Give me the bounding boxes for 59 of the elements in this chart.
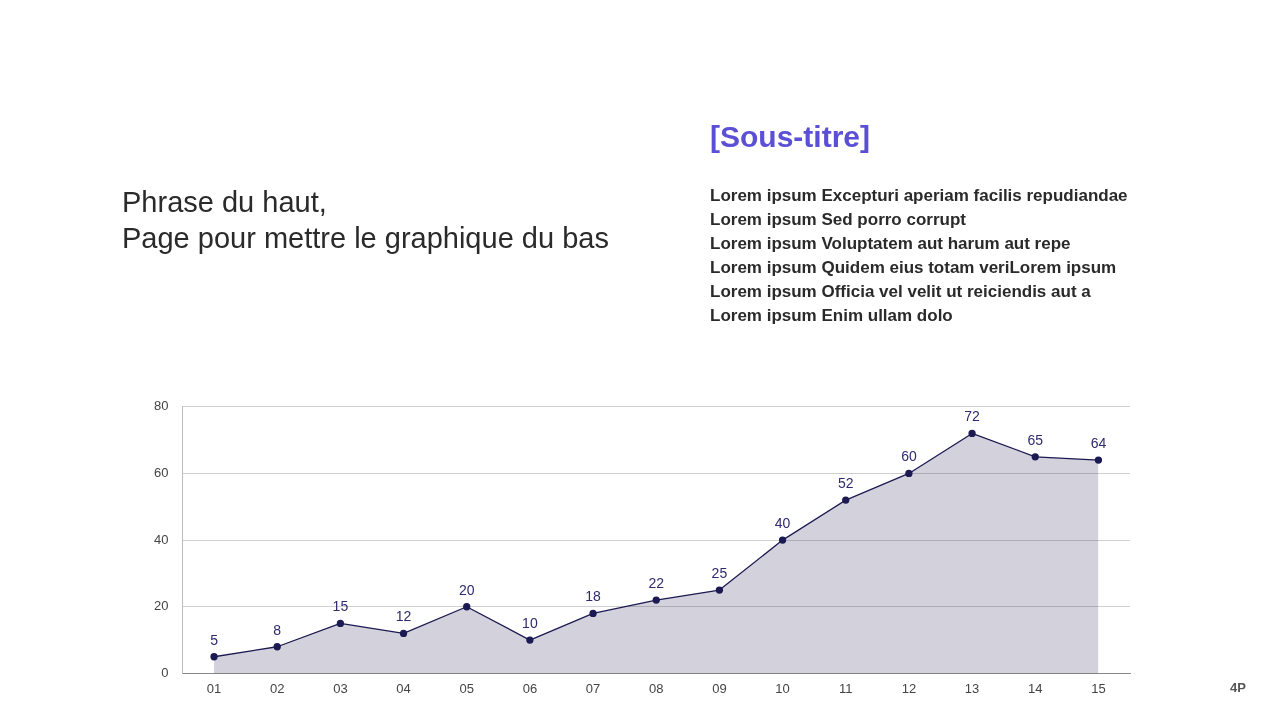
data-label: 22 bbox=[648, 574, 665, 591]
point bbox=[1031, 453, 1039, 461]
x-tick-label: 03 bbox=[333, 680, 348, 696]
text: Lorem ipsum Voluptatem aut harum aut repe bbox=[710, 233, 1072, 255]
x-tick-label: 06 bbox=[522, 680, 538, 696]
data-label: 5 bbox=[210, 631, 219, 648]
x-tick-label: 15 bbox=[1091, 680, 1106, 696]
text: Lorem ipsum Quidem eius totam veriLorem ipsum bbox=[710, 257, 1118, 279]
data-label: 18 bbox=[585, 588, 602, 605]
point bbox=[1094, 456, 1103, 464]
data-label: 15 bbox=[332, 598, 349, 615]
text: Lorem ipsum Sed porro corrupt bbox=[710, 209, 967, 231]
x-tick-label: 05 bbox=[459, 680, 474, 696]
x-tick-label: 07 bbox=[585, 680, 601, 696]
point bbox=[715, 586, 724, 594]
point bbox=[273, 643, 281, 651]
text: Lorem ipsum Enim ullam dolo bbox=[710, 305, 954, 327]
x-tick-label: 14 bbox=[1028, 680, 1043, 696]
data-label: 12 bbox=[395, 608, 412, 625]
x-tick-label: 08 bbox=[649, 680, 664, 696]
point bbox=[210, 653, 218, 661]
point bbox=[968, 429, 976, 438]
data-label: 8 bbox=[273, 621, 282, 638]
point bbox=[463, 603, 471, 611]
text: Lorem ipsum Excepturi aperiam facilis repudiandae bbox=[710, 185, 1128, 207]
text: 4P bbox=[1230, 680, 1246, 695]
text: Lorem ipsum Officia vel velit ut reiciendis aut a bbox=[710, 281, 1092, 303]
point bbox=[336, 619, 345, 628]
point bbox=[589, 609, 597, 618]
chart-title: Phrase du haut, Page pour mettre le graphique du bas bbox=[122, 185, 609, 256]
x-tick-label: 13 bbox=[964, 680, 980, 696]
data-label: 20 bbox=[458, 581, 475, 598]
point bbox=[399, 629, 408, 638]
x-tick-label: 11 bbox=[838, 680, 853, 696]
y-tick-label: 80 bbox=[153, 398, 169, 414]
data-label: 60 bbox=[901, 448, 917, 465]
point bbox=[778, 536, 787, 544]
data-label: 25 bbox=[711, 564, 728, 581]
x-tick-label: 09 bbox=[712, 680, 727, 696]
x-tick-label: 02 bbox=[269, 680, 285, 696]
point bbox=[652, 596, 660, 604]
point bbox=[905, 469, 913, 478]
point bbox=[526, 636, 534, 644]
x-tick-label: 12 bbox=[901, 680, 917, 696]
y-tick-label: 60 bbox=[153, 465, 169, 481]
data-label: 40 bbox=[774, 514, 791, 531]
data-label: 10 bbox=[522, 614, 538, 631]
data-label: 64 bbox=[1090, 434, 1107, 451]
data-label: 52 bbox=[837, 474, 854, 491]
y-tick-label: 40 bbox=[153, 531, 169, 547]
x-tick-label: 04 bbox=[396, 680, 411, 696]
x-tick-label: 10 bbox=[775, 680, 790, 696]
chart-subtitle: [Sous-titre] bbox=[710, 120, 870, 154]
point bbox=[842, 496, 850, 504]
data-label: 72 bbox=[964, 408, 981, 425]
x-tick-label: 01 bbox=[206, 680, 222, 696]
data-label: 65 bbox=[1027, 431, 1044, 448]
y-tick-label: 20 bbox=[153, 598, 169, 614]
y-tick-label: 0 bbox=[161, 664, 169, 680]
